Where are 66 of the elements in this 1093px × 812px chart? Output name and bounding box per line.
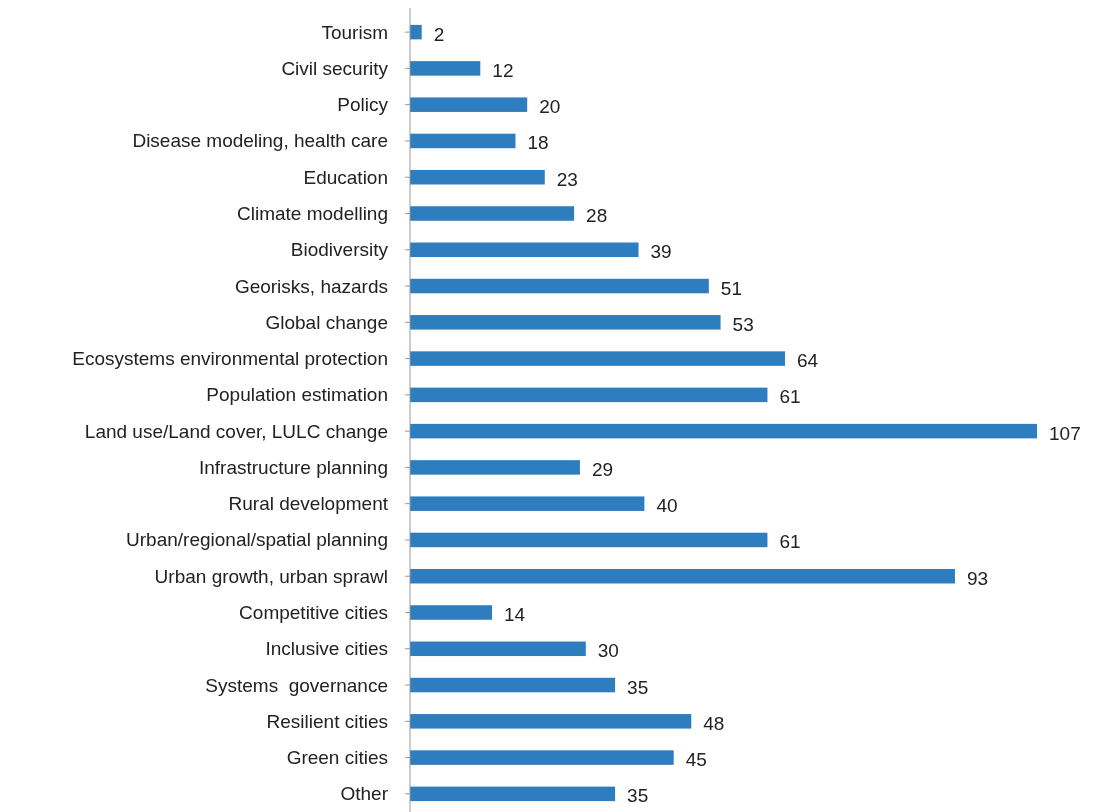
data-label: 18	[527, 132, 549, 154]
y-tick-label: Education	[303, 166, 388, 188]
y-tick-label: Land use/Land cover, LULC change	[84, 420, 388, 442]
data-label: 2	[433, 23, 445, 45]
y-tick-label: Policy	[337, 94, 389, 116]
data-label: 30	[597, 640, 619, 662]
y-tick-label: Other	[340, 783, 389, 805]
bar	[410, 315, 721, 330]
y-tick-label: Competitive cities	[239, 602, 388, 623]
y-tick-label: Population estimation	[206, 384, 388, 406]
y-tick-label: Urban growth, urban sprawl	[154, 565, 388, 587]
data-label: 35	[627, 785, 649, 807]
data-label: 93	[966, 567, 989, 589]
bar	[410, 496, 645, 511]
bar	[410, 278, 709, 294]
data-label: 20	[539, 96, 561, 118]
y-tick-label: Resilient cities	[266, 710, 388, 732]
bar	[410, 568, 955, 584]
data-label: 40	[656, 495, 678, 517]
bar	[410, 387, 768, 403]
data-label: 51	[720, 277, 742, 299]
bar	[410, 750, 674, 765]
bar	[410, 460, 580, 475]
data-label: 107	[1049, 422, 1081, 444]
y-tick-label: Biodiversity	[290, 239, 389, 261]
bar	[410, 24, 422, 40]
bar	[410, 641, 586, 657]
data-label: 61	[779, 531, 801, 553]
y-tick-label: Global change	[265, 311, 388, 333]
data-label: 35	[627, 676, 649, 698]
y-tick-label: Green cities	[286, 747, 388, 769]
data-label: 23	[556, 168, 578, 190]
data-label: 28	[586, 205, 608, 226]
y-tick-label: Ecosystems environmental protection	[72, 348, 388, 370]
y-tick-label: Rural development	[228, 493, 389, 515]
y-tick-label: Inclusive cities	[265, 638, 388, 660]
y-tick-label: Tourism	[321, 21, 388, 43]
data-label: 12	[492, 59, 514, 81]
bar	[410, 242, 639, 258]
bar	[410, 351, 786, 366]
bar	[410, 677, 616, 693]
data-label: 45	[685, 749, 707, 771]
bar	[410, 169, 545, 185]
data-label: 53	[732, 313, 754, 335]
bar	[410, 532, 768, 548]
bar	[410, 206, 575, 221]
data-label: 64	[797, 350, 819, 372]
data-label: 14	[504, 604, 526, 625]
y-tick-label: Infrastructure planning	[198, 456, 388, 478]
y-tick-label: Urban/regional/spatial planning	[126, 529, 388, 551]
bar	[410, 61, 481, 76]
bar	[410, 605, 493, 620]
bar	[410, 97, 528, 112]
bar	[410, 786, 616, 802]
bar	[410, 423, 1037, 439]
y-tick-label: Climate modelling	[236, 203, 388, 224]
bar	[410, 714, 692, 729]
data-label: 61	[779, 386, 801, 408]
y-tick-label: Systems governance	[205, 674, 388, 696]
data-label: 29	[591, 458, 614, 480]
y-tick-label: Civil security	[281, 57, 389, 79]
y-tick-label: Georisks, hazards	[234, 275, 388, 297]
bar	[410, 133, 516, 149]
data-label: 39	[650, 241, 672, 263]
y-tick-label: Disease modeling, health care	[132, 130, 388, 152]
data-label: 48	[703, 712, 725, 734]
